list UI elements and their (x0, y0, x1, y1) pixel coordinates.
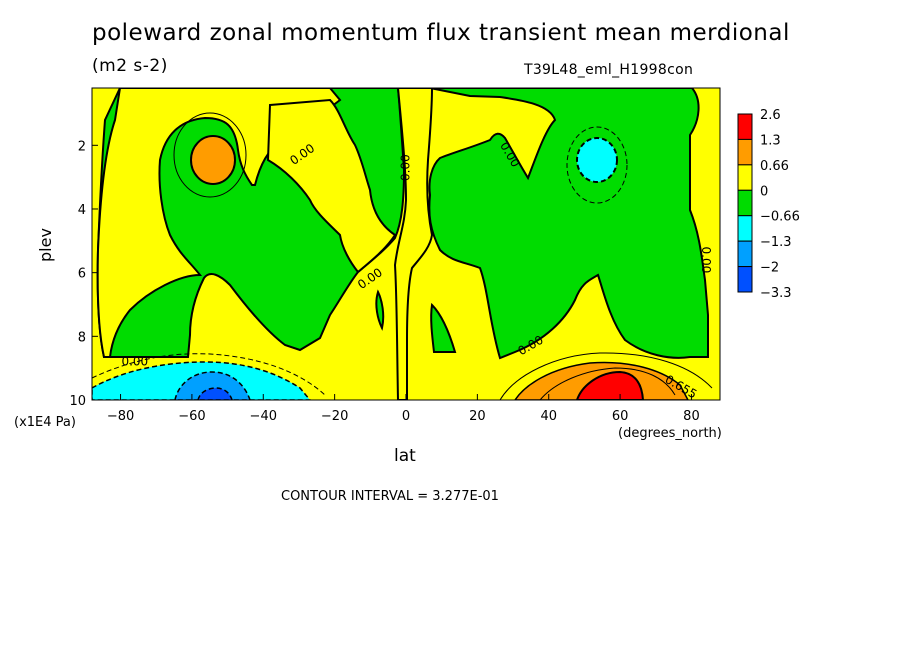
negative-island-sh (375, 289, 385, 331)
negative-min-nh (576, 137, 618, 183)
contour-line-nh-thin-inner (539, 367, 676, 401)
colorbar-swatch (737, 138, 753, 166)
contour-line-sh-dashed (91, 353, 326, 396)
positive-region-sh-upper (96, 88, 342, 358)
chart-units: (m2 s-2) (92, 56, 168, 76)
colorbar: 2.6 1.3 0.66 0 −0.66 −1.3 −2 −3.3 (737, 108, 800, 301)
positive-max-sh-outer (173, 112, 247, 198)
colorbar-label: 1.3 (760, 133, 781, 148)
colorbar-label: −1.3 (760, 235, 792, 250)
colorbar-label: −2 (760, 261, 779, 276)
colorbar-label: 2.6 (760, 108, 781, 123)
x-tick-label: −60 (178, 409, 205, 424)
positive-peak-nh-bottom (575, 370, 645, 400)
colorbar-swatch (737, 189, 753, 217)
positive-region-equator (393, 88, 434, 400)
y-tick-label: 2 (78, 139, 86, 154)
x-tick-label: 0 (402, 409, 410, 424)
y-tick-label: 10 (69, 394, 86, 409)
colorbar-label: −3.3 (760, 286, 792, 301)
colorbar-label: −0.66 (760, 210, 800, 225)
negative-island-nh (430, 302, 457, 353)
x-tick-label: 40 (540, 409, 557, 424)
contour-label: 0.00 (699, 247, 713, 274)
colorbar-swatch (737, 215, 753, 242)
x-tick-label: −40 (250, 409, 277, 424)
x-axis-label: lat (394, 446, 416, 466)
negative-peak-sh-bottom (197, 387, 233, 400)
negative-min-nh-outer (566, 126, 628, 204)
x-tick-label: −20 (321, 409, 348, 424)
x-tick-label: −80 (107, 409, 134, 424)
positive-max-sh (190, 135, 236, 185)
contour-interval: CONTOUR INTERVAL = 3.277E-01 (281, 489, 499, 504)
colorbar-swatch (737, 266, 753, 293)
x-tick-label: 60 (612, 409, 629, 424)
x-axis-units: (degrees_north) (618, 426, 722, 441)
x-tick-label: 20 (469, 409, 486, 424)
x-axis: −80 −60 −40 −20 0 20 40 60 80 (107, 394, 700, 424)
negative-core-sh-bottom (174, 371, 251, 400)
colorbar-swatch (737, 113, 753, 140)
contour-label: 0.00 (399, 154, 413, 181)
colorbar-label: 0 (760, 184, 768, 199)
colorbar-swatch (737, 164, 753, 191)
positive-region-sh-mid (266, 98, 397, 274)
contour-lines (91, 340, 713, 401)
run-id: T39L48_eml_H1998con (524, 62, 694, 78)
y-tick-label: 6 (78, 267, 86, 282)
y-axis-units: (x1E4 Pa) (14, 415, 76, 430)
colorbar-label: 0.66 (760, 159, 789, 174)
y-axis: 2 4 6 8 10 (69, 139, 98, 409)
x-tick-label: 80 (683, 409, 700, 424)
contour-label: 0.00 (121, 354, 148, 368)
contour-line-nh-thin (499, 352, 713, 401)
y-tick-label: 4 (78, 203, 86, 218)
colorbar-swatch (737, 240, 753, 268)
y-tick-label: 8 (78, 330, 86, 345)
negative-region-nh (428, 88, 709, 360)
chart-title: poleward zonal momentum flux transient m… (92, 20, 790, 46)
